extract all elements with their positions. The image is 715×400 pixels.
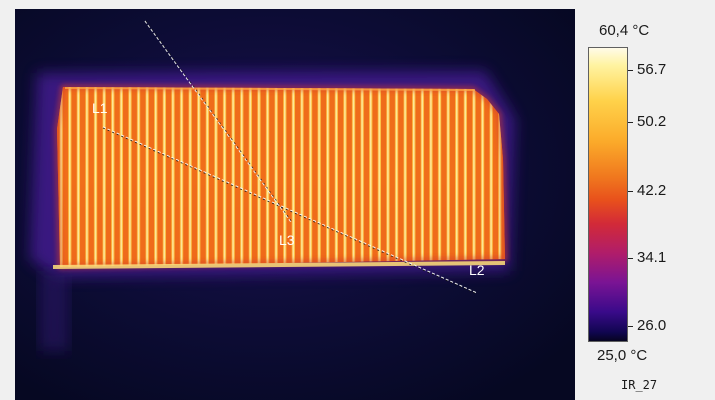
image-name: IR_27	[621, 378, 658, 392]
scale-tick	[628, 191, 633, 192]
scale-tick	[628, 258, 633, 259]
measurement-line-l1-label: L1	[92, 100, 108, 116]
heater-pad	[52, 85, 507, 269]
scale-tick-label: 56.7	[637, 61, 667, 78]
scale-max-label: 60,4 °C	[599, 22, 650, 39]
scale-tick-label: 42.2	[637, 182, 667, 199]
scale-tick-label: 34.1	[637, 249, 667, 266]
measurement-line-l1[interactable]: L1	[92, 100, 478, 295]
scale-tick-label: 50.2	[637, 113, 667, 130]
thermal-image[interactable]: L1 L3 L2	[15, 9, 575, 400]
scale-min-label: 25,0 °C	[597, 347, 648, 364]
scale-tick	[628, 70, 633, 71]
cable-glow	[39, 271, 69, 351]
scale-tick-label: 26.0	[637, 317, 667, 334]
scale-tick	[628, 122, 633, 123]
measurement-line-l3[interactable]: L3	[144, 20, 295, 248]
temperature-scale: 60,4 °C 56.7 50.2 42.2 34.1 26.0 25,0 °C…	[575, 9, 715, 400]
measurement-line-l2[interactable]: L2	[469, 262, 485, 278]
scale-tick	[628, 326, 633, 327]
colorbar	[588, 47, 628, 342]
measurement-line-l3-label: L3	[279, 232, 295, 248]
thermal-image-canvas: L1 L3 L2	[15, 9, 575, 400]
measurement-line-l2-label: L2	[469, 262, 485, 278]
